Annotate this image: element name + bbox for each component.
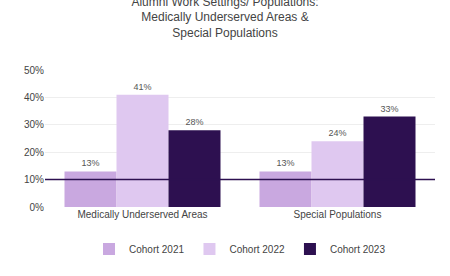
svg-text:Cohort 2023: Cohort 2023 <box>330 244 385 255</box>
svg-text:30%: 30% <box>24 119 44 130</box>
svg-text:24%: 24% <box>328 128 346 138</box>
svg-text:0%: 0% <box>30 202 45 213</box>
svg-text:Cohort 2021: Cohort 2021 <box>129 244 184 255</box>
svg-text:13%: 13% <box>81 158 99 168</box>
svg-text:13%: 13% <box>276 158 294 168</box>
svg-text:41%: 41% <box>133 82 151 92</box>
svg-text:50%: 50% <box>24 65 44 76</box>
svg-text:33%: 33% <box>380 104 398 114</box>
svg-text:Special Populations: Special Populations <box>294 209 382 220</box>
svg-text:Cohort 2022: Cohort 2022 <box>229 244 284 255</box>
svg-text:20%: 20% <box>24 147 44 158</box>
svg-text:Alumni Work Settings/ Populati: Alumni Work Settings/ Populations:Medica… <box>131 0 318 40</box>
svg-text:10%: 10% <box>24 174 44 185</box>
svg-text:Medically Underserved Areas: Medically Underserved Areas <box>77 209 207 220</box>
svg-text:28%: 28% <box>185 117 203 127</box>
svg-text:40%: 40% <box>24 92 44 103</box>
